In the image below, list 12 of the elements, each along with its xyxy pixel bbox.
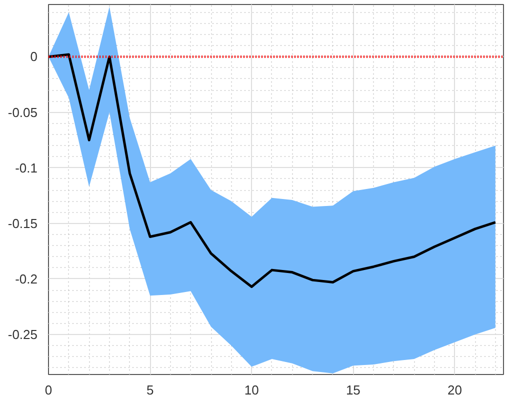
y-tick-label: -0.2 xyxy=(15,271,38,286)
x-tick-label: 10 xyxy=(244,382,259,398)
x-tick-label: 15 xyxy=(346,382,360,398)
line-series xyxy=(48,53,497,288)
y-tick-label: -0.1 xyxy=(15,160,38,176)
y-tick-label: -0.15 xyxy=(8,216,38,231)
x-tick-label: 20 xyxy=(448,382,462,398)
y-tick-label: 0 xyxy=(30,49,38,64)
x-tick-label: 0 xyxy=(44,382,52,398)
y-tick-label: -0.05 xyxy=(8,104,38,120)
x-tick-label: 5 xyxy=(146,382,154,398)
y-tick-label: -0.25 xyxy=(8,327,38,342)
